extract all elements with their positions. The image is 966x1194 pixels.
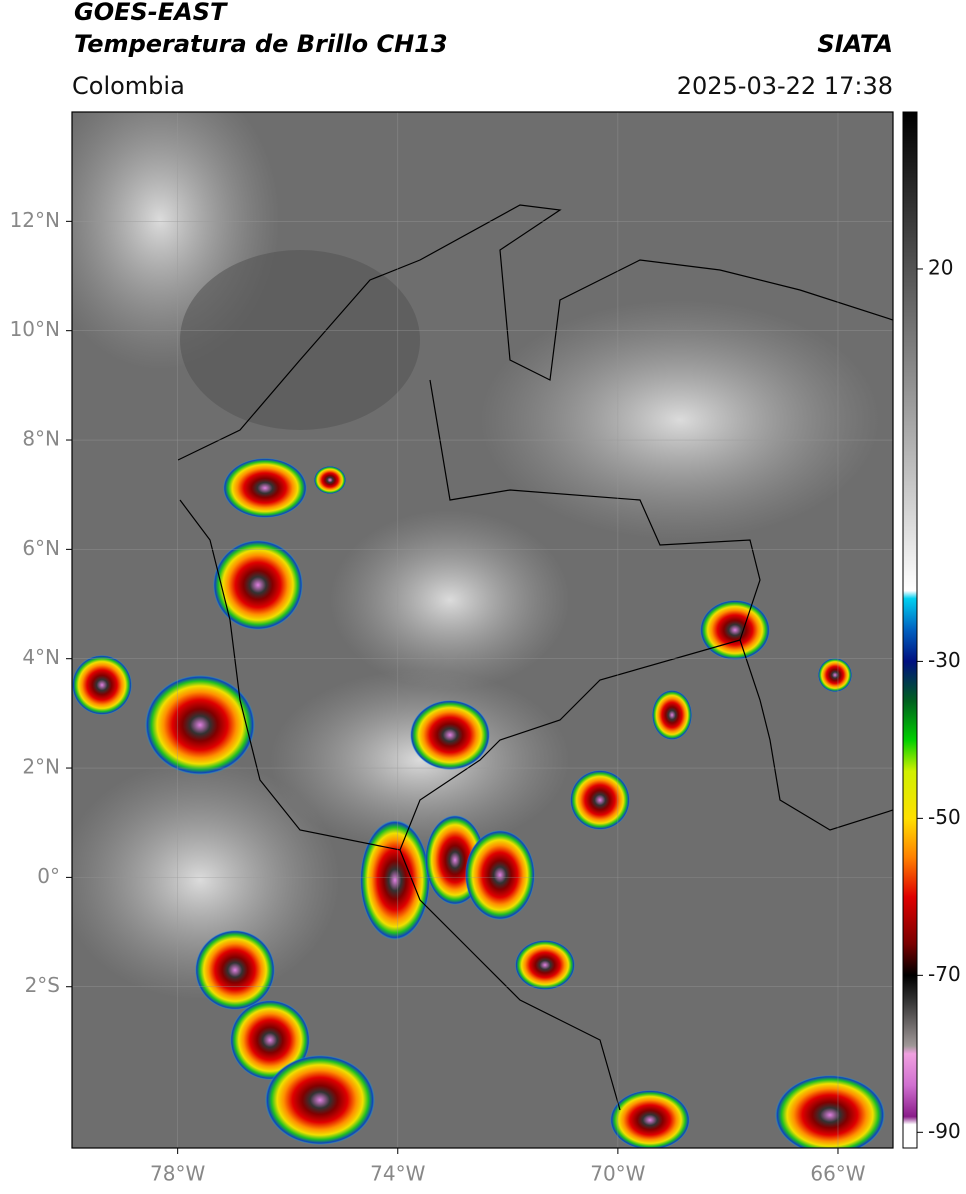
convective-cloud [652,690,692,740]
region-name: Colombia [72,72,185,100]
convective-cloud [570,770,630,830]
convective-cloud [465,830,535,920]
colorbar-tick-label: -50 [928,805,961,829]
imagery [72,112,893,1148]
convective-cloud [72,655,132,715]
x-tick-label: 74°W [370,1162,425,1186]
y-tick-label: 2°S [25,973,60,997]
dry-area [180,250,420,430]
y-tick-label: 12°N [10,208,60,232]
product-name: Temperatura de Brillo CH13 [74,30,448,58]
y-tick-label: 4°N [22,645,60,669]
convective-cloud [230,1000,310,1080]
convective-cloud [700,600,770,660]
border-lines [177,204,893,1111]
convective-cloud [410,700,490,770]
y-tick-label: 6°N [22,536,60,560]
convective-cloud [314,466,346,494]
y-tick-label: 8°N [22,427,60,451]
map-frame [71,111,894,1149]
datetime: 2025-03-22 17:38 [677,72,893,100]
convective-cloud [818,658,852,692]
y-tick-label: 10°N [10,317,60,341]
y-tick-label: 0° [37,864,60,888]
cloud [480,300,880,540]
grid [72,112,893,1148]
x-tick-label: 78°W [150,1162,205,1186]
convective-cloud [145,675,255,775]
convective-cloud [223,458,307,518]
agency-name: SIATA [817,30,893,58]
convective-cloud [360,820,430,940]
convective-cloud [195,930,275,1010]
colorbar-tick-label: -30 [928,648,961,672]
colorbar [902,111,918,1149]
x-tick-label: 70°W [590,1162,645,1186]
satellite-name: GOES-EAST [74,0,228,26]
convective-cloud [610,1090,690,1148]
cloud [72,760,340,1000]
colorbar-tick-label: -90 [928,1119,961,1143]
colorbar-tick-label: 20 [928,255,953,279]
convective-clouds [72,458,885,1148]
cloud [270,670,570,850]
convective-cloud [775,1075,885,1148]
convective-cloud [265,1055,375,1145]
x-tick-label: 66°W [810,1162,865,1186]
y-tick-label: 2°N [22,755,60,779]
convective-cloud [515,940,575,990]
colorbar-tick-label: -70 [928,962,961,986]
cloud [330,510,570,690]
convective-cloud [213,540,303,630]
